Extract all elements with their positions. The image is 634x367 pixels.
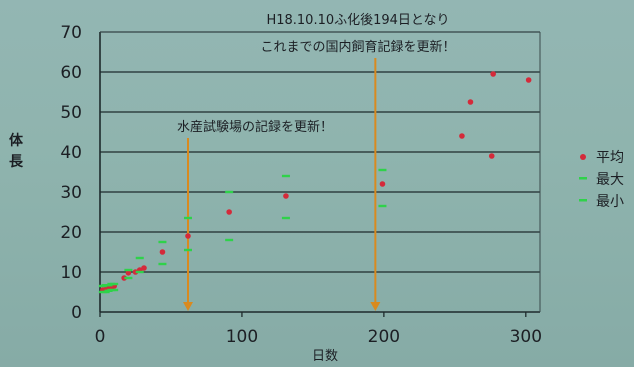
point-average-7 [125, 270, 132, 276]
legend-label-average: 平均 [596, 150, 624, 166]
y-tick-label-0: 0 [71, 303, 82, 323]
dash-max-5 [110, 282, 119, 286]
legend-label-max: 最大 [596, 172, 624, 188]
annotation-middle: 水産試験場の記録を更新！ [177, 119, 333, 135]
dash-min-5 [110, 288, 119, 292]
point-average-14 [283, 193, 289, 199]
dash-max-12 [378, 168, 387, 172]
y-tick-label-30: 30 [60, 183, 82, 203]
point-average-16 [459, 133, 465, 139]
y-tick-label-20: 20 [60, 223, 82, 243]
y-tick-label-70: 70 [60, 23, 82, 43]
x-tick-label-100: 100 [226, 327, 258, 347]
dash-min-9 [184, 248, 192, 252]
annotation-arrows [183, 58, 381, 311]
point-average-17 [467, 99, 474, 105]
x-axis-label: 日数 [312, 349, 338, 364]
arrow-head-2 [370, 302, 381, 311]
point-average-15 [379, 181, 386, 187]
dash-max-8 [158, 240, 167, 244]
legend-marker-average [580, 154, 586, 160]
dash-max-10 [225, 190, 234, 194]
legend-marker-min [579, 199, 587, 202]
point-average-18 [488, 153, 495, 159]
x-tick-label-200: 200 [368, 327, 400, 347]
arrow-head-1 [183, 302, 193, 311]
point-average-12 [185, 233, 191, 239]
dash-min-12 [378, 204, 387, 208]
dash-min-10 [225, 238, 234, 242]
x-tick-label-300: 300 [510, 327, 542, 347]
dash-max-3 [104, 284, 113, 287]
dash-min-8 [158, 262, 167, 266]
dash-min-11 [281, 216, 290, 220]
point-average-13 [226, 209, 232, 215]
annotation-top-line2: これまでの国内飼育記録を更新！ [260, 39, 455, 55]
dash-min-6 [124, 276, 133, 280]
x-tick-label-0: 0 [95, 327, 106, 347]
data-marks [98, 71, 532, 294]
y-tick-label-10: 10 [60, 263, 82, 283]
point-average-6 [121, 275, 127, 281]
gridlines [100, 31, 540, 273]
axes [99, 31, 541, 317]
legend: 平均 最大 最小 [579, 150, 624, 210]
dash-min-7 [135, 270, 144, 274]
legend-label-min: 最小 [596, 194, 624, 210]
dash-max-7 [135, 256, 144, 260]
y-axis-label-char2: 長 [9, 154, 24, 170]
point-average-8 [132, 269, 139, 275]
point-average-19 [490, 71, 496, 77]
point-average-20 [525, 77, 532, 83]
dash-max-6 [124, 268, 133, 272]
point-average-10 [141, 265, 147, 271]
y-tick-label-60: 60 [60, 63, 82, 83]
y-tick-label-40: 40 [60, 143, 82, 163]
x-tick-labels: 0 100 200 300 [95, 327, 542, 347]
annotation-top-line1: H18.10.10ふ化後194日となり [266, 13, 449, 28]
y-tick-labels: 0 10 20 30 40 50 60 70 [60, 23, 82, 323]
y-axis-label-char1: 体 [9, 132, 24, 149]
point-average-11 [159, 249, 166, 255]
dash-max-9 [184, 216, 192, 220]
y-tick-label-50: 50 [60, 103, 82, 123]
legend-marker-max [579, 177, 587, 180]
dash-max-11 [281, 174, 290, 178]
